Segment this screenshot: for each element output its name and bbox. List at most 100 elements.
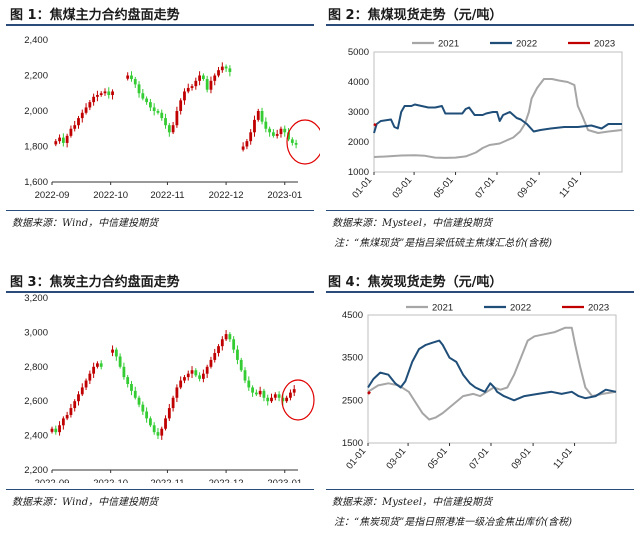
candle-body (292, 389, 296, 393)
title-rule (326, 24, 634, 26)
y-tick-label: 2,400 (24, 431, 48, 442)
candlestick-chart-fig3: 2,200 2,400 2,600 2,800 3,000 3,200 2022-09 202… (24, 293, 315, 483)
legend-label: 2022 (510, 303, 531, 314)
y-tick-label: 2,800 (24, 362, 48, 373)
candle-body (126, 75, 130, 79)
candle-body (149, 102, 152, 108)
legend-label: 2021 (432, 303, 453, 314)
candle-body (283, 128, 287, 133)
x-tick-label: 11-01 (557, 175, 581, 200)
legend-label: 2021 (438, 39, 459, 50)
candle-body (220, 66, 224, 71)
candle-body (96, 363, 99, 367)
y-tick-label: 2,000 (24, 106, 48, 117)
candle-body (217, 346, 220, 354)
chart-title-fig2: 图 2：焦煤现货走势（元/吨） (328, 8, 503, 23)
highlight-ellipse (286, 119, 320, 165)
chart-fig4: 1500 2500 3500 4500 01-01 03-01 05-01 07-01 09-0… (320, 293, 640, 483)
candle-body (273, 394, 277, 398)
candle-body (84, 380, 88, 388)
candle-body (145, 98, 149, 103)
candle-body (236, 349, 239, 360)
candle-body (58, 137, 61, 142)
candle-body (54, 428, 58, 433)
candle-body (270, 397, 273, 402)
candle-body (272, 132, 275, 136)
candle-body (69, 128, 73, 136)
candle-body (77, 394, 80, 402)
candle-body (99, 93, 103, 96)
candle-body (228, 334, 232, 340)
candle-body (247, 380, 251, 388)
title-rule (6, 24, 314, 26)
panel-fig1: 图 1：焦煤主力合约盘面走势 1,600 1,800 2,000 2,200 2,400… (0, 0, 320, 267)
candle-body (167, 125, 171, 133)
candle-body (171, 125, 175, 133)
candle-body (141, 404, 145, 412)
candle-body (253, 119, 256, 133)
series-line-2022 (373, 103, 622, 134)
candle-body (186, 87, 190, 92)
candle-body (80, 112, 84, 119)
candle-body (54, 141, 58, 145)
candle-body (213, 75, 217, 81)
candle-body (268, 128, 272, 133)
panel-fig2: 图 2：焦煤现货走势（元/吨） 1000 2000 3000 4000 5000 01-0… (320, 0, 640, 267)
y-tick-label: 3000 (348, 107, 369, 118)
candle-body (61, 418, 65, 426)
candle-body (262, 390, 266, 398)
candle-body (77, 118, 80, 126)
x-tick-label: 05-01 (426, 446, 450, 472)
y-tick-label: 1,800 (24, 142, 48, 153)
y-tick-label: 2500 (342, 395, 363, 406)
x-tick-label: 2022-11 (150, 478, 184, 483)
candle-body (167, 408, 171, 419)
series-line-2023 (367, 390, 371, 395)
candle-body (232, 339, 236, 350)
bottom-rule (326, 210, 634, 211)
candle-body (149, 418, 152, 426)
candle-body (130, 75, 133, 80)
x-tick-label: 2022-12 (209, 190, 244, 201)
candle-body (201, 75, 205, 80)
candle-body (118, 356, 122, 367)
candle-body (183, 91, 186, 101)
candle-body (122, 366, 126, 378)
candle-body (96, 95, 99, 97)
legend-label: 2023 (594, 39, 615, 50)
candle-body (61, 137, 65, 143)
candle-body (141, 93, 145, 99)
x-tick-label: 2023-01 (267, 478, 302, 483)
y-tick-label: 3,000 (24, 327, 48, 338)
candle-body (73, 401, 77, 409)
chart-title-fig3: 图 3：焦炭主力合约盘面走势 (10, 275, 180, 290)
candle-body (224, 334, 228, 340)
candle-body (243, 370, 247, 381)
panel-fig3: 图 3：焦炭主力合约盘面走势 2,200 2,400 2,600 2,800 3,000… (0, 267, 320, 534)
candle-body (175, 387, 179, 398)
candle-body (198, 375, 201, 379)
series-line-2023 (373, 122, 377, 127)
x-tick-label: 2023-01 (267, 190, 302, 201)
candle-body (254, 392, 258, 395)
x-tick-label: 2022-10 (93, 478, 128, 483)
chart-fig3: 2,200 2,400 2,600 2,800 3,000 3,200 2022-09 202… (0, 293, 320, 483)
source-fig4: 数据来源：Mysteel，中信建投期货 (332, 497, 493, 508)
candle-body (92, 96, 96, 103)
candle-body (156, 111, 160, 113)
y-tick-label: 2000 (348, 137, 369, 148)
candle-body (251, 387, 254, 393)
candle-body (249, 132, 253, 142)
candle-body (152, 107, 156, 111)
candle-body (65, 414, 69, 419)
y-tick-label: 4000 (348, 77, 369, 88)
highlight-ellipse (281, 379, 315, 421)
y-tick-label: 1500 (342, 438, 363, 449)
y-tick-label: 2,200 (24, 465, 48, 476)
title-rule (326, 291, 634, 293)
candle-body (294, 142, 298, 145)
y-tick-label: 2,200 (24, 71, 48, 82)
candle-body (171, 397, 175, 409)
candle-body (190, 370, 194, 374)
candle-body (289, 392, 292, 398)
